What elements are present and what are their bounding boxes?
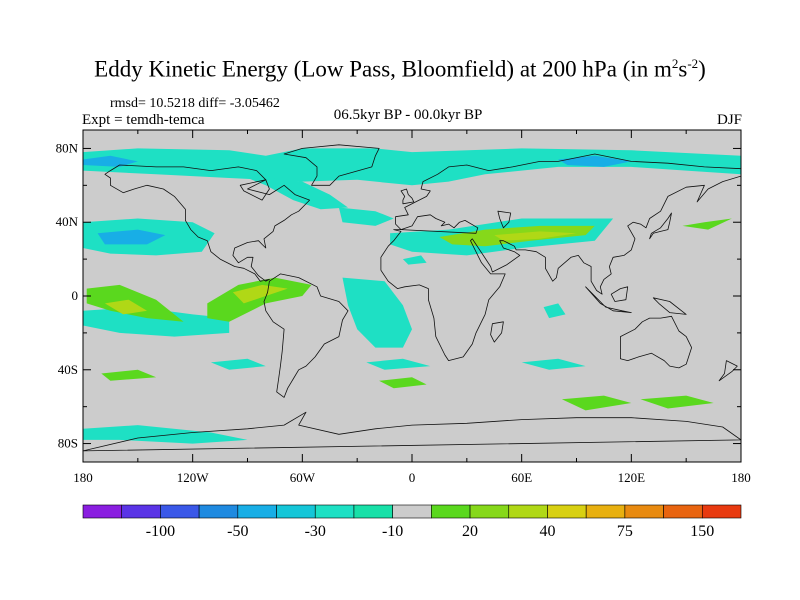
colorbar-box [314,504,355,519]
anomaly-southern-cyan-c [521,358,586,370]
y-tick-label: 80N [56,140,79,155]
x-tick-label: 0 [409,470,416,485]
colorbar-box [585,504,626,519]
coastline-madagascar [490,321,504,343]
coastline-south-america [263,273,349,398]
colorbar-box [392,504,432,519]
colorbar-box [160,504,200,519]
anomaly-atlantic-equatorial [342,277,412,348]
colorbar-label: -50 [227,523,248,540]
colorbar-box [663,504,703,519]
colorbar-box [237,504,277,519]
x-tick-label: 180 [731,470,751,485]
period-label: 06.5kyr BP - 00.0kyr BP [333,107,483,123]
coastline-caspian [497,210,512,229]
anomaly-samerica-yellow-core [232,284,288,304]
colorbar-box [547,504,587,519]
colorbar-label: 75 [617,523,633,540]
coastline-greenland [283,144,380,186]
x-tick-label: 120W [177,470,210,485]
anomaly-southern-cyan-b [366,358,431,370]
anomaly-pacific-green-patch [86,284,184,322]
x-tick-label: 60E [511,470,532,485]
season-label: DJF [716,112,742,128]
colorbar-label: 150 [690,523,714,540]
coastline-eurasia-africa [380,153,741,361]
map-background [83,130,741,462]
anomaly-eurasia-blue-patch [558,155,632,167]
colorbar-box [353,504,393,519]
colorbar-box [121,504,161,519]
colorbar-box [701,504,742,519]
colorbar-box [508,504,548,519]
anomaly-southern-green-d [640,395,714,409]
colorbar-label: 20 [462,523,478,540]
colorbar-box [82,504,123,519]
anomaly-npac-blue-core [97,229,166,245]
anomaly-npac-blue-patch [83,155,138,167]
x-tick-label: 120E [618,470,646,485]
anomaly-mideast-spot [402,255,427,265]
anomaly-pacific-yellow-core [104,299,147,315]
coastline-indonesia [585,286,632,313]
anomaly-southern-green-a [101,369,157,381]
anomaly-india-cyan-spot [543,303,566,319]
experiment-label: Expt = temdh-temca [82,112,205,128]
anomaly-pacific-equatorial-cyan [83,307,230,337]
colorbar-box [276,504,316,519]
coastline-greatbritain [400,188,415,205]
anomaly-nam-cyan-tongue [238,174,348,210]
coastline-newguinea [652,297,687,315]
y-tick-label: 0 [72,288,79,303]
coastline-mediterranean-north [400,214,479,234]
anomaly-southern-green-b [379,377,427,389]
colorbar-label: -10 [382,523,403,540]
coastline-north-america [104,164,310,282]
colorbar-label: -30 [305,523,326,540]
anomaly-eurasia-jet-yellow [494,231,577,241]
x-tick-label: 60W [290,470,316,485]
x-tick-label: 180 [73,470,93,485]
coastline-hudson-bay [239,179,270,201]
anomaly-southern-cyan-a [210,358,266,370]
coastline-borneo [610,286,629,302]
y-tick-label: 40N [56,214,79,229]
y-tick-label: 80S [58,436,78,451]
colorbar-box [469,504,510,519]
colorbar-box [624,504,664,519]
coastline-newzealand [718,360,738,382]
coastline-australia [620,315,692,369]
colorbar-label: 40 [539,523,555,540]
anomaly-southern-green-c [561,395,632,411]
colorbar-box [198,504,239,519]
anomaly-antarctic-cyan [83,425,248,444]
stats-label: rmsd= 10.5218 diff= -3.05462 [110,96,280,111]
colorbar-box [431,504,471,519]
anomaly-atlantic-cyan-patch [338,207,394,226]
y-tick-label: 40S [58,362,78,377]
anomaly-npac-east-green [682,218,732,230]
coastline-japan [649,212,672,240]
colorbar-label: -100 [146,523,175,540]
coastline-antarctica [83,411,741,452]
chart-title: Eddy Kinetic Energy (Low Pass, Bloomfiel… [94,56,706,82]
